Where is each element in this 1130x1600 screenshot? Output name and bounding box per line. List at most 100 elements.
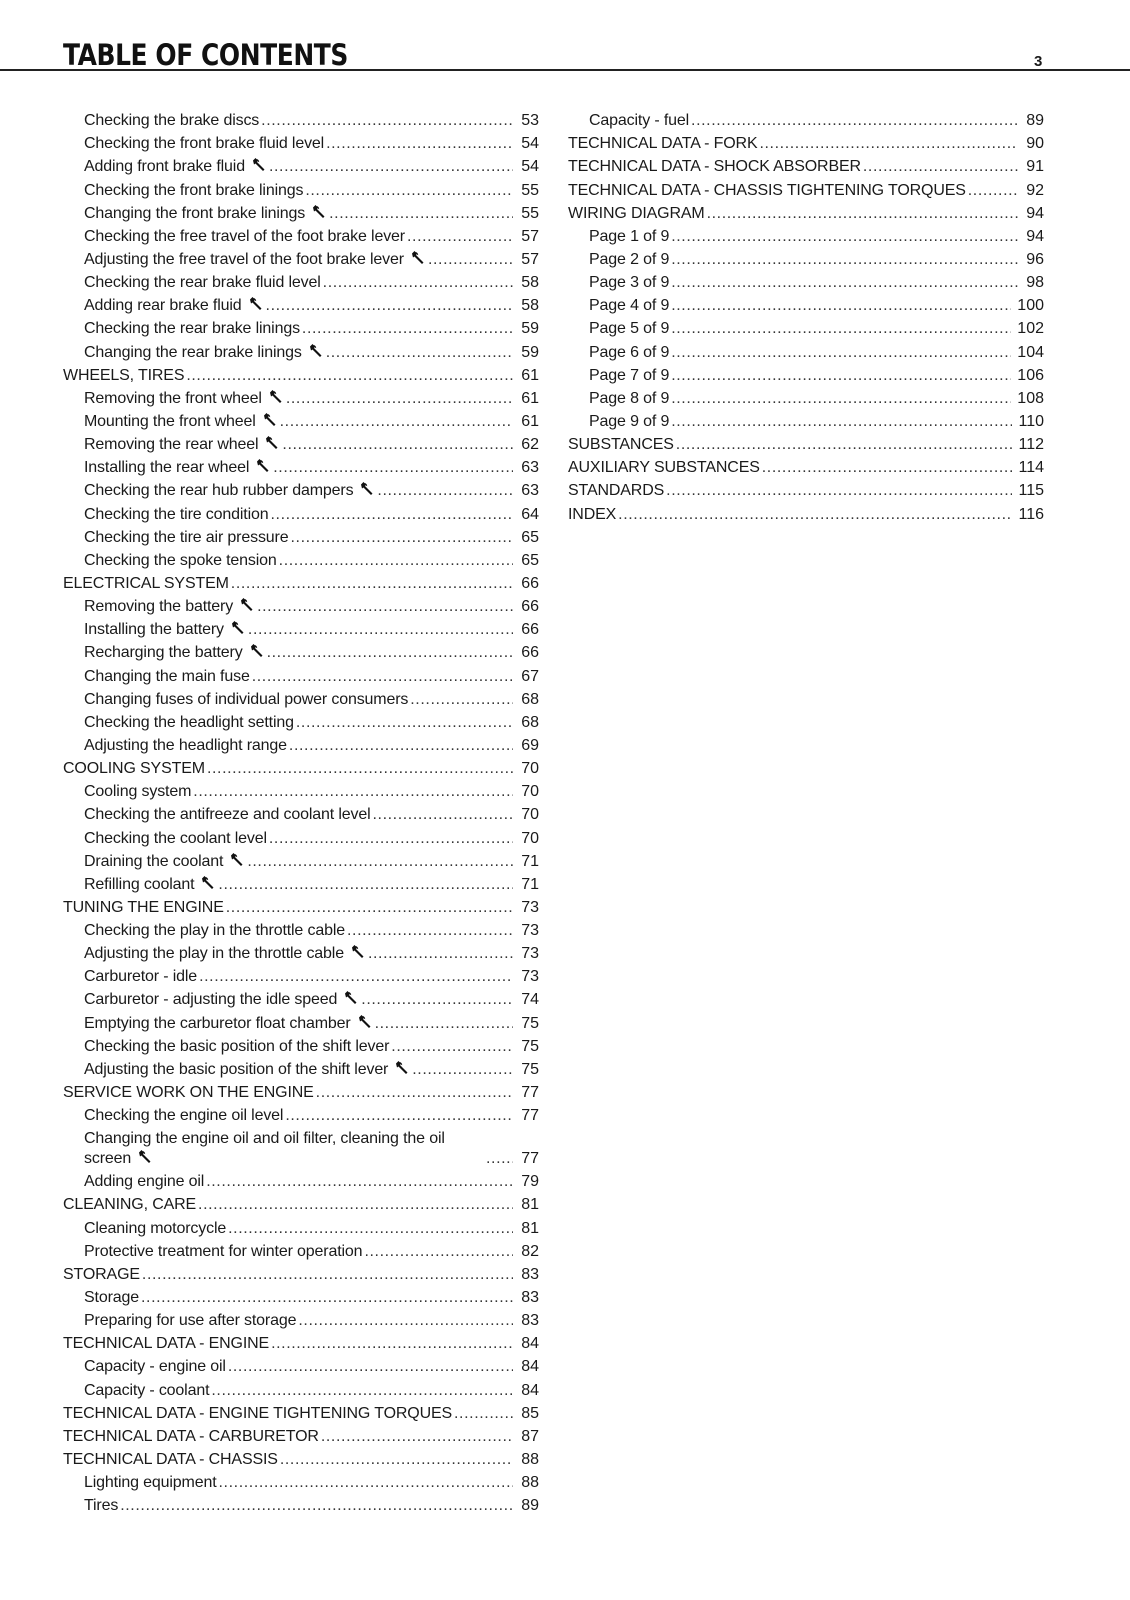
wrench-icon (251, 157, 267, 173)
toc-section-entry[interactable]: INDEX 116 (568, 501, 1044, 524)
toc-entry[interactable]: Mounting the front wheel 61 (63, 409, 539, 432)
toc-entry-title: Page 5 of 9 (589, 319, 669, 339)
toc-entry[interactable]: Checking the free travel of the foot bra… (63, 224, 539, 247)
toc-entry[interactable]: Capacity - coolant 84 (63, 1377, 539, 1400)
toc-entry[interactable]: Recharging the battery 66 (63, 640, 539, 663)
toc-entry[interactable]: Adding front brake fluid 54 (63, 154, 539, 177)
toc-entry[interactable]: Checking the tire condition 64 (63, 501, 539, 524)
toc-section-entry[interactable]: WHEELS, TIRES 61 (63, 363, 539, 386)
toc-section-entry[interactable]: TECHNICAL DATA - ENGINE TIGHTENING TORQU… (63, 1401, 539, 1424)
toc-entry[interactable]: Page 7 of 9 106 (568, 363, 1044, 386)
toc-entry[interactable]: Changing fuses of individual power consu… (63, 687, 539, 710)
toc-entry[interactable]: Page 9 of 9 110 (568, 409, 1044, 432)
toc-entry[interactable]: Carburetor - idle 73 (63, 964, 539, 987)
toc-entry-page: 75 (521, 1037, 539, 1055)
toc-entry[interactable]: Checking the front brake linings 55 (63, 177, 539, 200)
toc-entry[interactable]: Changing the main fuse 67 (63, 663, 539, 686)
toc-entry[interactable]: Page 6 of 9 104 (568, 339, 1044, 362)
toc-entry-title: Protective treatment for winter operatio… (84, 1242, 363, 1262)
toc-entry[interactable]: Installing the rear wheel 63 (63, 455, 539, 478)
toc-section-entry[interactable]: TECHNICAL DATA - SHOCK ABSORBER 91 (568, 154, 1044, 177)
toc-entry-page: 98 (1026, 274, 1044, 292)
toc-entry[interactable]: Removing the rear wheel 62 (63, 432, 539, 455)
toc-column-left: Checking the brake discs53Checking the f… (63, 108, 539, 1516)
toc-entry-text: Checking the rear brake fluid level (84, 274, 321, 292)
toc-section-entry[interactable]: COOLING SYSTEM 70 (63, 756, 539, 779)
toc-entry[interactable]: Checking the tire air pressure 65 (63, 525, 539, 548)
toc-entry-text: TECHNICAL DATA - FORK (568, 135, 758, 153)
toc-entry[interactable]: Page 1 of 9 94 (568, 224, 1044, 247)
dot-leader (323, 273, 513, 293)
toc-section-entry[interactable]: CLEANING, CARE 81 (63, 1192, 539, 1215)
toc-section-entry[interactable]: SUBSTANCES 112 (568, 432, 1044, 455)
toc-entry-title: TECHNICAL DATA - SHOCK ABSORBER (568, 157, 861, 177)
toc-entry[interactable]: Adding engine oil 79 (63, 1169, 539, 1192)
toc-section-entry[interactable]: TECHNICAL DATA - ENGINE 84 (63, 1331, 539, 1354)
wrench-icon (394, 1060, 410, 1076)
toc-entry-text: SUBSTANCES (568, 436, 674, 454)
toc-entry[interactable]: Preparing for use after storage 83 (63, 1308, 539, 1331)
toc-entry[interactable]: Checking the front brake fluid level 54 (63, 131, 539, 154)
toc-entry[interactable]: Adjusting the basic position of the shif… (63, 1057, 539, 1080)
toc-entry[interactable]: Capacity - engine oil 84 (63, 1354, 539, 1377)
toc-section-entry[interactable]: TECHNICAL DATA - CARBURETOR 87 (63, 1424, 539, 1447)
toc-entry[interactable]: Changing the front brake linings 55 (63, 201, 539, 224)
toc-entry[interactable]: Emptying the carburetor float chamber 75 (63, 1010, 539, 1033)
toc-section-entry[interactable]: WIRING DIAGRAM 94 (568, 201, 1044, 224)
toc-entry-title: WHEELS, TIRES (63, 366, 184, 386)
toc-entry[interactable]: Checking the antifreeze and coolant leve… (63, 802, 539, 825)
toc-entry[interactable]: Cleaning motorcycle 81 (63, 1215, 539, 1238)
toc-entry[interactable]: Adjusting the headlight range 69 (63, 733, 539, 756)
toc-entry[interactable]: Page 4 of 9 100 (568, 293, 1044, 316)
toc-section-entry[interactable]: TECHNICAL DATA - CHASSIS TIGHTENING TORQ… (568, 177, 1044, 200)
toc-section-entry[interactable]: TUNING THE ENGINE 73 (63, 895, 539, 918)
toc-entry[interactable]: Carburetor - adjusting the idle speed 74 (63, 987, 539, 1010)
toc-entry[interactable]: Checking the basic position of the shift… (63, 1034, 539, 1057)
toc-entry[interactable]: Checking the rear brake fluid level 58 (63, 270, 539, 293)
toc-entry-text: Installing the rear wheel (84, 459, 250, 477)
toc-entry[interactable]: Removing the front wheel 61 (63, 386, 539, 409)
toc-entry[interactable]: Refilling coolant 71 (63, 872, 539, 895)
toc-entry[interactable]: Changing the engine oil and oil filter, … (63, 1126, 539, 1169)
dot-leader (226, 898, 513, 918)
toc-entry[interactable]: Draining the coolant 71 (63, 849, 539, 872)
toc-entry[interactable]: Lighting equipment 88 (63, 1470, 539, 1493)
toc-entry[interactable]: Checking the headlight setting 68 (63, 710, 539, 733)
toc-entry-page: 61 (521, 389, 539, 407)
toc-entry-text: Checking the spoke tension (84, 551, 277, 569)
toc-entry[interactable]: Adjusting the free travel of the foot br… (63, 247, 539, 270)
toc-section-entry[interactable]: STORAGE 83 (63, 1262, 539, 1285)
toc-entry[interactable]: Changing the rear brake linings 59 (63, 339, 539, 362)
toc-entry[interactable]: Adding rear brake fluid 58 (63, 293, 539, 316)
toc-section-entry[interactable]: STANDARDS 115 (568, 478, 1044, 501)
toc-entry-text: Changing the rear brake linings (84, 343, 302, 361)
toc-entry-page: 70 (521, 783, 539, 801)
toc-section-entry[interactable]: TECHNICAL DATA - FORK 90 (568, 131, 1044, 154)
toc-entry[interactable]: Capacity - fuel 89 (568, 108, 1044, 131)
toc-entry[interactable]: Installing the battery 66 (63, 617, 539, 640)
toc-entry[interactable]: Checking the play in the throttle cable 7… (63, 918, 539, 941)
toc-section-entry[interactable]: SERVICE WORK ON THE ENGINE 77 (63, 1080, 539, 1103)
toc-entry[interactable]: Checking the spoke tension 65 (63, 548, 539, 571)
toc-entry-title: INDEX (568, 505, 616, 525)
toc-entry[interactable]: Tires 89 (63, 1493, 539, 1516)
toc-entry[interactable]: Protective treatment for winter operatio… (63, 1239, 539, 1262)
toc-entry[interactable]: Checking the rear brake linings 59 (63, 316, 539, 339)
toc-entry[interactable]: Checking the coolant level 70 (63, 825, 539, 848)
toc-entry[interactable]: Page 2 of 9 96 (568, 247, 1044, 270)
toc-section-entry[interactable]: TECHNICAL DATA - CHASSIS 88 (63, 1447, 539, 1470)
toc-entry-text: TUNING THE ENGINE (63, 898, 224, 916)
toc-section-entry[interactable]: ELECTRICAL SYSTEM 66 (63, 571, 539, 594)
toc-entry[interactable]: Storage 83 (63, 1285, 539, 1308)
toc-entry[interactable]: Removing the battery 66 (63, 594, 539, 617)
toc-entry[interactable]: Page 3 of 9 98 (568, 270, 1044, 293)
toc-entry[interactable]: Checking the brake discs 53 (63, 108, 539, 131)
toc-entry[interactable]: Checking the engine oil level 77 (63, 1103, 539, 1126)
toc-entry[interactable]: Cooling system 70 (63, 779, 539, 802)
toc-entry[interactable]: Page 8 of 9 108 (568, 386, 1044, 409)
toc-entry[interactable]: Page 5 of 9 102 (568, 316, 1044, 339)
toc-entry-title: TECHNICAL DATA - CARBURETOR (63, 1427, 319, 1447)
toc-section-entry[interactable]: AUXILIARY SUBSTANCES 114 (568, 455, 1044, 478)
toc-entry[interactable]: Adjusting the play in the throttle cable… (63, 941, 539, 964)
toc-entry[interactable]: Checking the rear hub rubber dampers 63 (63, 478, 539, 501)
